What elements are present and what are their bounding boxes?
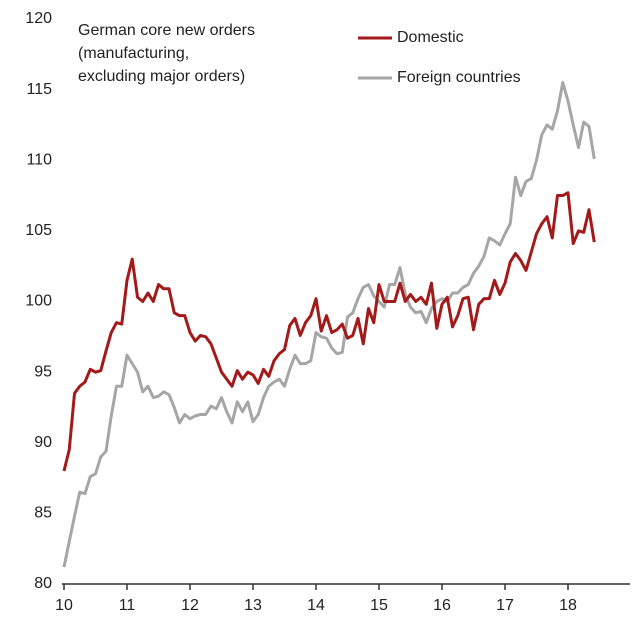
x-tick-label: 16 bbox=[433, 597, 451, 614]
y-tick-label: 90 bbox=[34, 434, 52, 451]
legend-label: Domestic bbox=[397, 29, 464, 46]
x-tick-label: 18 bbox=[559, 597, 577, 614]
y-tick-label: 100 bbox=[25, 293, 52, 310]
y-tick-label: 95 bbox=[34, 363, 52, 380]
y-tick-label: 120 bbox=[25, 10, 52, 27]
x-tick-label: 17 bbox=[496, 597, 514, 614]
legend-label: Foreign countries bbox=[397, 69, 521, 86]
x-tick-label: 14 bbox=[307, 597, 325, 614]
y-tick-label: 115 bbox=[26, 81, 52, 98]
chart-title: German core new orders (manufacturing, exc… bbox=[78, 22, 255, 85]
x-tick-label: 12 bbox=[181, 597, 199, 614]
x-tick-label: 10 bbox=[55, 597, 73, 614]
y-tick-label: 110 bbox=[26, 151, 52, 168]
title-line: German core new orders bbox=[78, 22, 255, 39]
y-tick-label: 105 bbox=[25, 222, 52, 239]
title-line: excluding major orders) bbox=[78, 68, 245, 85]
x-tick-label: 11 bbox=[119, 597, 136, 614]
series-line bbox=[62, 191, 596, 472]
y-tick-label: 85 bbox=[34, 505, 52, 522]
x-tick-label: 13 bbox=[244, 597, 262, 614]
title-line: (manufacturing, bbox=[78, 45, 189, 62]
series-line bbox=[62, 81, 596, 568]
x-tick-label: 15 bbox=[370, 597, 388, 614]
y-tick-label: 80 bbox=[34, 575, 52, 592]
